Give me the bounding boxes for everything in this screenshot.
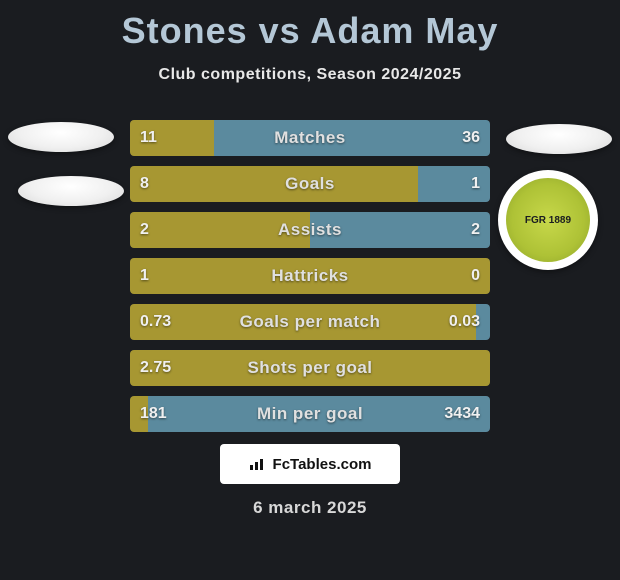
player2-value: 1 bbox=[471, 166, 480, 202]
player1-value: 2.75 bbox=[140, 350, 171, 386]
player1-value: 2 bbox=[140, 212, 149, 248]
stat-row: Matches11 36 bbox=[130, 120, 490, 156]
stat-label: Matches bbox=[130, 120, 490, 156]
player1-value: 11 bbox=[140, 120, 157, 156]
stat-label: Goals per match bbox=[130, 304, 490, 340]
attribution-box: FcTables.com bbox=[220, 444, 400, 484]
player2-value: 36 bbox=[462, 120, 480, 156]
stat-label: Min per goal bbox=[130, 396, 490, 432]
player1-avatar-oval-bottom bbox=[18, 176, 124, 206]
stat-row: Min per goal181 3434 bbox=[130, 396, 490, 432]
player2-avatar-oval-top bbox=[506, 124, 612, 154]
player2-value: 0 bbox=[471, 258, 480, 294]
stat-label: Shots per goal bbox=[130, 350, 490, 386]
player1-value: 1 bbox=[140, 258, 149, 294]
stat-row: Goals8 1 bbox=[130, 166, 490, 202]
stat-row: Assists2 2 bbox=[130, 212, 490, 248]
player2-value: 0.03 bbox=[449, 304, 480, 340]
player1-value: 8 bbox=[140, 166, 149, 202]
date-text: 6 march 2025 bbox=[0, 498, 620, 518]
club-badge: FGR 1889 bbox=[498, 170, 598, 270]
stats-bars: Matches1136Goals81Assists22Hattricks10Go… bbox=[130, 120, 490, 442]
attribution-text: FcTables.com bbox=[273, 456, 372, 473]
page-title: Stones vs Adam May bbox=[0, 0, 620, 52]
stat-label: Hattricks bbox=[130, 258, 490, 294]
chart-icon bbox=[249, 457, 267, 471]
stat-row: Shots per goal2.75 bbox=[130, 350, 490, 386]
player2-value: 3434 bbox=[444, 396, 480, 432]
player1-avatar-oval-top bbox=[8, 122, 114, 152]
stat-row: Goals per match0.73 0.03 bbox=[130, 304, 490, 340]
subtitle: Club competitions, Season 2024/2025 bbox=[0, 66, 620, 84]
player1-value: 0.73 bbox=[140, 304, 171, 340]
stat-label: Goals bbox=[130, 166, 490, 202]
stat-row: Hattricks1 0 bbox=[130, 258, 490, 294]
player1-value: 181 bbox=[140, 396, 167, 432]
club-badge-inner: FGR 1889 bbox=[506, 178, 590, 262]
player2-value: 2 bbox=[471, 212, 480, 248]
stat-label: Assists bbox=[130, 212, 490, 248]
